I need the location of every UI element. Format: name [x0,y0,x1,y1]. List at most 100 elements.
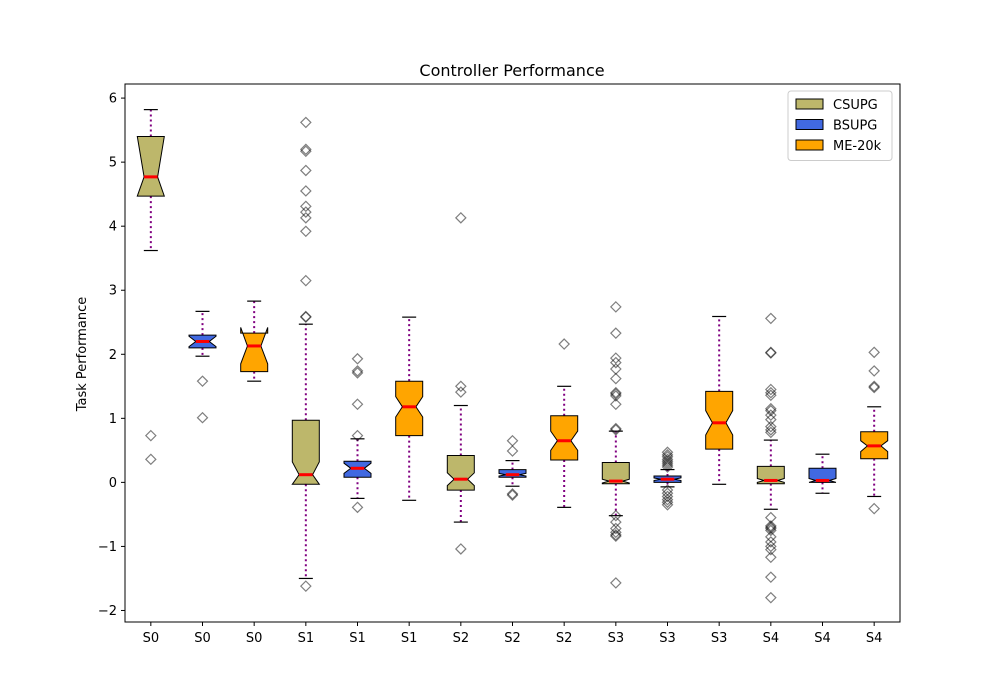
outlier-point [661,446,674,459]
outlier-point [454,380,467,393]
legend-swatch-bsupg [795,119,824,130]
x-tick-label: S0 [194,631,211,646]
outlier-point [661,490,674,503]
x-tick-label: S4 [763,631,780,646]
outlier-point [764,347,777,359]
outlier-point [868,381,881,394]
box-s4-bsupg [808,453,837,494]
outlier-point [196,411,209,424]
outlier-point [558,338,571,350]
outlier-point [299,185,312,197]
box-body [808,467,837,483]
legend-label-bsupg: BSUPG [833,119,877,134]
outlier-point [299,225,312,238]
box-body [395,380,424,437]
box-s1-bsupg [343,438,372,499]
outlier-point [299,580,312,592]
outlier-point [764,426,777,439]
outlier-point [609,529,622,541]
outlier-point [609,526,622,539]
outlier-point [609,386,622,399]
outlier-point [764,522,777,535]
outlier-point [764,591,777,604]
outlier-point [299,206,312,218]
outlier-point [609,372,622,385]
y-tick-label: 4 [109,220,117,235]
outlier-point [764,571,777,584]
legend-swatch-me-20k [795,139,824,151]
outlier-point [609,422,622,435]
box-s4-csupg [756,439,785,510]
outlier-point [299,164,312,177]
outlier-point [764,386,777,399]
outlier-point [764,420,777,433]
box-s1-csupg [291,323,321,580]
outlier-point [609,327,622,339]
y-tick-label: 1 [109,412,117,427]
chart-title: Controller Performance [419,61,604,80]
outlier-point [661,487,674,500]
legend-label-me-20k: ME-20k [833,139,882,154]
box-s0-me-20k [240,300,269,382]
outlier-point [661,453,674,466]
outlier-point [868,346,881,359]
box-body [291,419,321,485]
axes-layer: −2 −1 0 1 2 3 4 5 6 S0 S0 S0 S1 S1 S1 S2 S2 S2 S3 S3 S3 S4 S4 S… [98,83,901,646]
outlier-point [609,509,622,522]
fliers-layer [144,116,881,604]
outlier-point [868,502,881,515]
outlier-point [764,424,777,436]
outlier-point [351,398,364,411]
outlier-point [196,375,209,388]
outlier-point [764,383,777,396]
box-body [446,455,475,491]
y-tick-label: 5 [109,156,117,171]
outlier-point [661,493,674,506]
outlier-point [299,143,312,156]
outlier-point [609,522,622,535]
x-tick-label: S2 [556,631,573,646]
outlier-point [609,390,622,402]
box-body [550,415,579,461]
x-tick-label: S3 [608,631,625,646]
outlier-point [506,488,519,500]
x-tick-label: S4 [814,631,831,646]
y-tick-label: −2 [98,604,117,619]
outlier-point [351,352,364,365]
box-s0-csupg [136,109,166,252]
x-tick-label: S3 [659,631,676,646]
outlier-point [609,356,622,369]
outlier-point [764,389,777,402]
x-tick-label: S2 [453,631,470,646]
outlier-point [299,145,312,158]
outlier-point [609,301,622,313]
outlier-point [454,543,467,555]
box-body [601,462,630,485]
outlier-point [661,455,674,468]
outlier-point [764,540,777,553]
outlier-point [351,501,364,514]
outlier-point [454,212,467,224]
outlier-point [764,551,777,564]
box-body [240,327,269,373]
outlier-point [661,457,674,470]
outlier-point [764,402,777,415]
x-tick-label: S2 [504,631,521,646]
legend: CSUPG BSUPG ME-20k [787,90,893,161]
legend-swatch-csupg [795,98,824,110]
outlier-point [609,424,622,436]
outlier-point [661,461,674,473]
outlier-point [661,496,674,509]
outlier-point [661,498,674,511]
box-body [705,390,734,450]
outlier-point [764,404,777,417]
y-tick-label: 6 [109,92,117,107]
outlier-point [144,453,157,466]
outlier-point [299,116,312,129]
outlier-point [351,365,364,377]
y-tick-label: −1 [98,540,117,555]
x-tick-label: S0 [246,631,263,646]
x-tick-label: S0 [143,631,160,646]
